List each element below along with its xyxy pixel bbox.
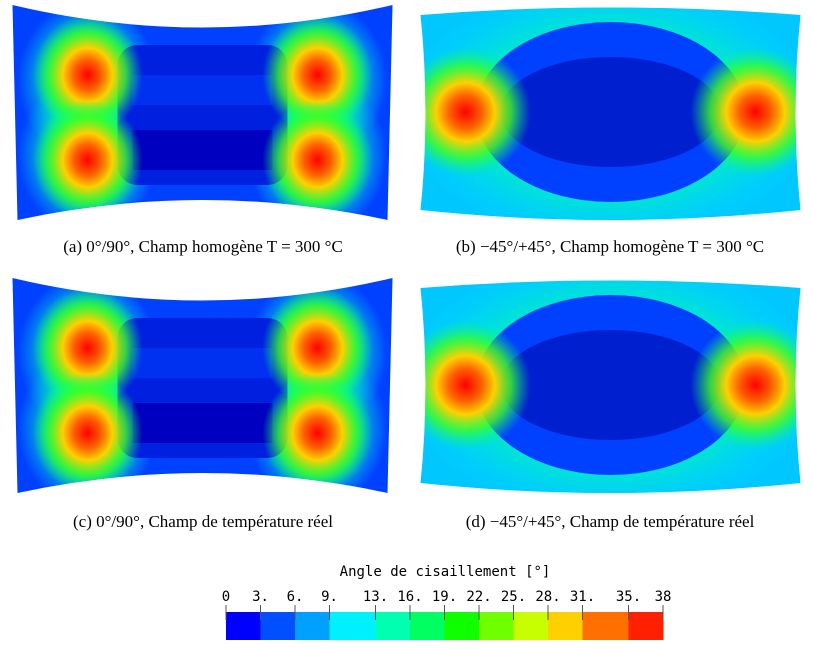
colorbar-tick-label: 13. xyxy=(363,589,388,605)
colorbar-tick-label: 28. xyxy=(535,589,560,605)
colorbar-segment xyxy=(445,612,480,640)
caption: (b) −45°/+45°, Champ homogène T = 300 °C xyxy=(456,237,764,256)
colorbar-tick-label: 31. xyxy=(570,589,595,605)
colorbar-tick-label: 6. xyxy=(287,589,304,605)
contour-plot xyxy=(13,0,393,235)
colorbar-segment xyxy=(629,612,664,640)
caption: (a) 0°/90°, Champ homogène T = 300 °C xyxy=(63,237,343,256)
colorbar-tick-label: 0 xyxy=(222,589,230,605)
colorbar-tick-label: 35. xyxy=(616,589,641,605)
colorbar: 0 3. 6. 9. 13. 16. 19. 22. 25. 28. 31. 35. 38 xyxy=(222,589,672,640)
colorbar-tick-label: 9. xyxy=(321,589,338,605)
colorbar-segment xyxy=(330,612,377,640)
colorbar-title: Angle de cisaillement [°] xyxy=(340,564,551,580)
caption: (d) −45°/+45°, Champ de température réel xyxy=(466,512,755,531)
colorbar-segment xyxy=(548,612,583,640)
colorbar-tick-label: 16. xyxy=(397,589,422,605)
contour-plot xyxy=(401,0,813,242)
colorbar-segment xyxy=(226,612,261,640)
colorbar-segment xyxy=(376,612,411,640)
colorbar-segment xyxy=(514,612,549,640)
colorbar-segment xyxy=(295,612,330,640)
colorbar-segment xyxy=(583,612,630,640)
colorbar-tick-label: 22. xyxy=(466,589,491,605)
colorbar-segment xyxy=(479,612,514,640)
caption: (c) 0°/90°, Champ de température réel xyxy=(73,512,333,531)
colorbar-tick-label: 19. xyxy=(432,589,457,605)
colorbar-segment xyxy=(261,612,296,640)
colorbar-tick-label: 38 xyxy=(655,589,672,605)
contour-plot xyxy=(13,273,393,508)
colorbar-tick-label: 25. xyxy=(501,589,526,605)
contour-plot xyxy=(401,255,813,515)
colorbar-tick-label: 3. xyxy=(252,589,269,605)
colorbar-segment xyxy=(410,612,445,640)
